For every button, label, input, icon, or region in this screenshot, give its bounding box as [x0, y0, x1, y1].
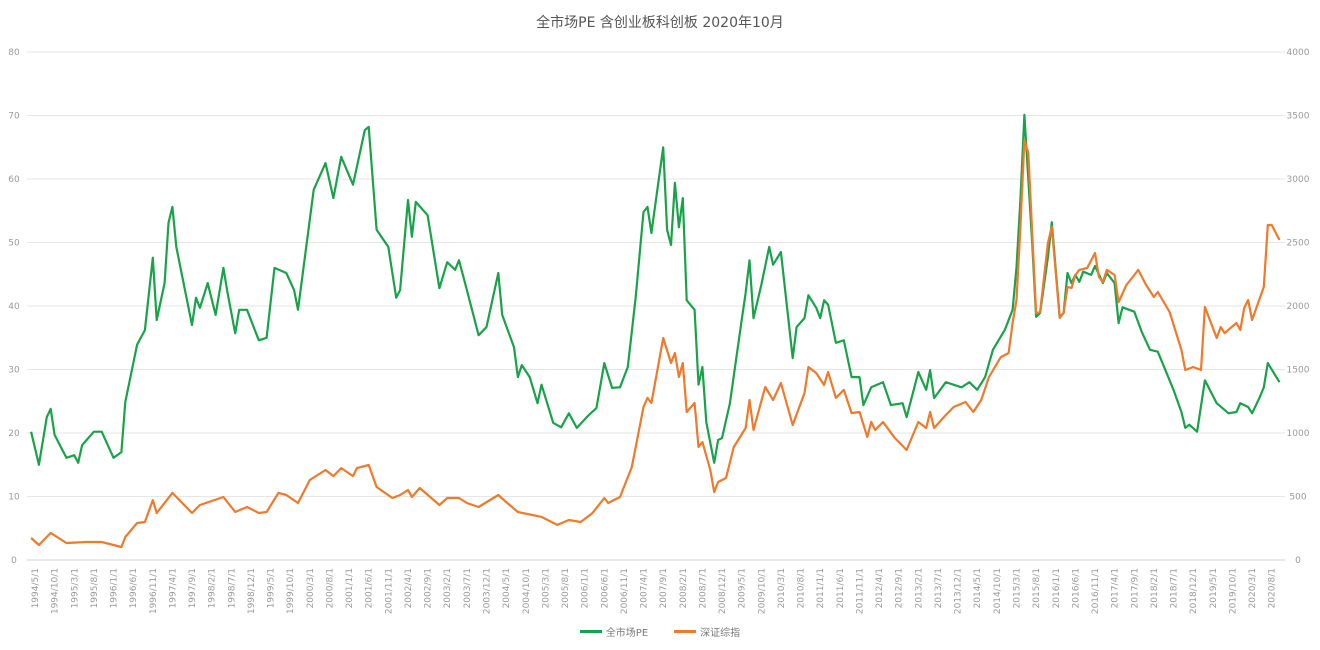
- x-tick-label: 2012/9/1: [895, 568, 905, 608]
- legend-swatch-index: [674, 630, 697, 633]
- x-tick-label: 2010/3/1: [777, 568, 787, 608]
- x-tick-label: 2007/9/1: [659, 568, 669, 608]
- y-left-tick-label: 40: [8, 302, 20, 312]
- x-tick-label: 2016/1/1: [1052, 568, 1062, 608]
- y-right-tick-label: 0: [1295, 556, 1301, 566]
- x-tick-label: 2015/8/1: [1032, 568, 1042, 608]
- x-tick-label: 1996/11/1: [149, 568, 159, 614]
- x-tick-label: 1995/3/1: [70, 568, 80, 608]
- series-line-index: [30, 138, 1281, 549]
- y-right-tick-label: 2000: [1287, 302, 1310, 312]
- x-tick-label: 2003/7/1: [463, 568, 473, 608]
- x-tick-label: 1994/5/1: [31, 568, 41, 608]
- x-tick-label: 2009/5/1: [738, 568, 748, 608]
- y-left-tick-label: 80: [8, 48, 20, 58]
- x-tick-label: 2008/2/1: [679, 568, 689, 608]
- x-tick-label: 2011/1/1: [816, 568, 826, 608]
- x-tick-label: 2006/11/1: [620, 568, 630, 614]
- x-tick-label: 2018/7/1: [1170, 568, 1180, 608]
- x-tick-label: 2018/12/1: [1189, 568, 1199, 614]
- x-tick-label: 2009/10/1: [757, 568, 767, 614]
- x-tick-label: 2003/2/1: [443, 568, 453, 608]
- x-tick-label: 2000/3/1: [306, 568, 316, 608]
- x-tick-label: 2013/12/1: [954, 568, 964, 614]
- x-tick-label: 2020/8/1: [1268, 568, 1278, 608]
- x-tick-label: 2020/3/1: [1248, 568, 1258, 608]
- x-tick-label: 2001/11/1: [384, 568, 394, 614]
- x-tick-label: 1996/1/1: [110, 568, 120, 608]
- x-tick-label: 2002/9/1: [424, 568, 434, 608]
- x-tick-label: 2008/12/1: [718, 568, 728, 614]
- x-tick-label: 2018/2/1: [1150, 568, 1160, 608]
- y-left-tick-label: 20: [8, 429, 20, 439]
- y-right-tick-label: 4000: [1287, 48, 1310, 58]
- x-tick-label: 2017/9/1: [1130, 568, 1140, 608]
- x-tick-label: 2000/8/1: [325, 568, 335, 608]
- x-tick-label: 2012/4/1: [875, 568, 885, 608]
- y-right-tick-label: 2500: [1287, 239, 1310, 249]
- y-right-tick-label: 3000: [1287, 175, 1310, 185]
- x-tick-label: 2011/6/1: [836, 568, 846, 608]
- x-tick-label: 2004/5/1: [502, 568, 512, 608]
- y-left-tick-label: 10: [8, 493, 20, 503]
- series-line-pe: [30, 113, 1281, 466]
- x-tick-label: 1998/12/1: [247, 568, 257, 614]
- x-tick-label: 1998/7/1: [227, 568, 237, 608]
- y-left-tick-label: 60: [8, 175, 20, 185]
- x-tick-label: 2019/10/1: [1228, 568, 1238, 614]
- legend-label-pe: 全市场PE: [605, 628, 649, 639]
- legend-item-index[interactable]: 深证综指: [674, 624, 740, 639]
- x-tick-label: 2013/2/1: [914, 568, 924, 608]
- x-tick-label: 2016/6/1: [1071, 568, 1081, 608]
- y-right-tick-label: 3500: [1287, 112, 1310, 122]
- x-tick-label: 2001/1/1: [345, 568, 355, 608]
- legend: 全市场PE 深证综指: [0, 624, 1320, 639]
- x-tick-label: 2002/4/1: [404, 568, 414, 608]
- y-right-tick-label: 1500: [1287, 366, 1310, 376]
- x-tick-label: 2015/3/1: [1013, 568, 1023, 608]
- x-tick-label: 2008/7/1: [698, 568, 708, 608]
- x-tick-label: 1997/9/1: [188, 568, 198, 608]
- x-tick-label: 2006/6/1: [600, 568, 610, 608]
- x-tick-label: 1996/6/1: [129, 568, 139, 608]
- x-tick-label: 2011/11/1: [855, 568, 865, 614]
- y-left-tick-label: 30: [8, 366, 20, 376]
- legend-label-index: 深证综指: [700, 628, 741, 639]
- x-tick-label: 2005/3/1: [541, 568, 551, 608]
- y-left-tick-label: 50: [8, 239, 20, 249]
- x-tick-label: 2003/12/1: [482, 568, 492, 614]
- x-tick-label: 1997/4/1: [168, 568, 178, 608]
- x-tick-label: 2014/5/1: [973, 568, 983, 608]
- x-tick-label: 2001/6/1: [365, 568, 375, 608]
- x-tick-label: 1998/2/1: [208, 568, 218, 608]
- x-tick-label: 2017/4/1: [1111, 568, 1121, 608]
- x-tick-label: 2019/5/1: [1209, 568, 1219, 608]
- y-right-tick-label: 1000: [1287, 429, 1310, 439]
- x-tick-label: 1995/8/1: [90, 568, 100, 608]
- x-tick-label: 2007/4/1: [640, 568, 650, 608]
- x-tick-label: 2006/1/1: [581, 568, 591, 608]
- x-tick-label: 2005/8/1: [561, 568, 571, 608]
- y-right-tick-label: 500: [1289, 493, 1306, 503]
- x-tick-label: 2004/10/1: [522, 568, 532, 614]
- x-tick-label: 2016/11/1: [1091, 568, 1101, 614]
- legend-swatch-pe: [579, 630, 602, 633]
- x-tick-label: 1994/10/1: [51, 568, 61, 614]
- y-left-tick-label: 70: [8, 112, 20, 122]
- chart-title: 全市场PE 含创业板科创板 2020年10月: [536, 15, 784, 31]
- x-tick-label: 1999/10/1: [286, 568, 296, 614]
- x-tick-label: 2010/8/1: [797, 568, 807, 608]
- y-left-tick-label: 0: [11, 556, 17, 566]
- x-tick-label: 2014/10/1: [993, 568, 1003, 614]
- x-tick-label: 1999/5/1: [267, 568, 277, 608]
- x-tick-label: 2013/7/1: [934, 568, 944, 608]
- legend-item-pe[interactable]: 全市场PE: [579, 624, 649, 639]
